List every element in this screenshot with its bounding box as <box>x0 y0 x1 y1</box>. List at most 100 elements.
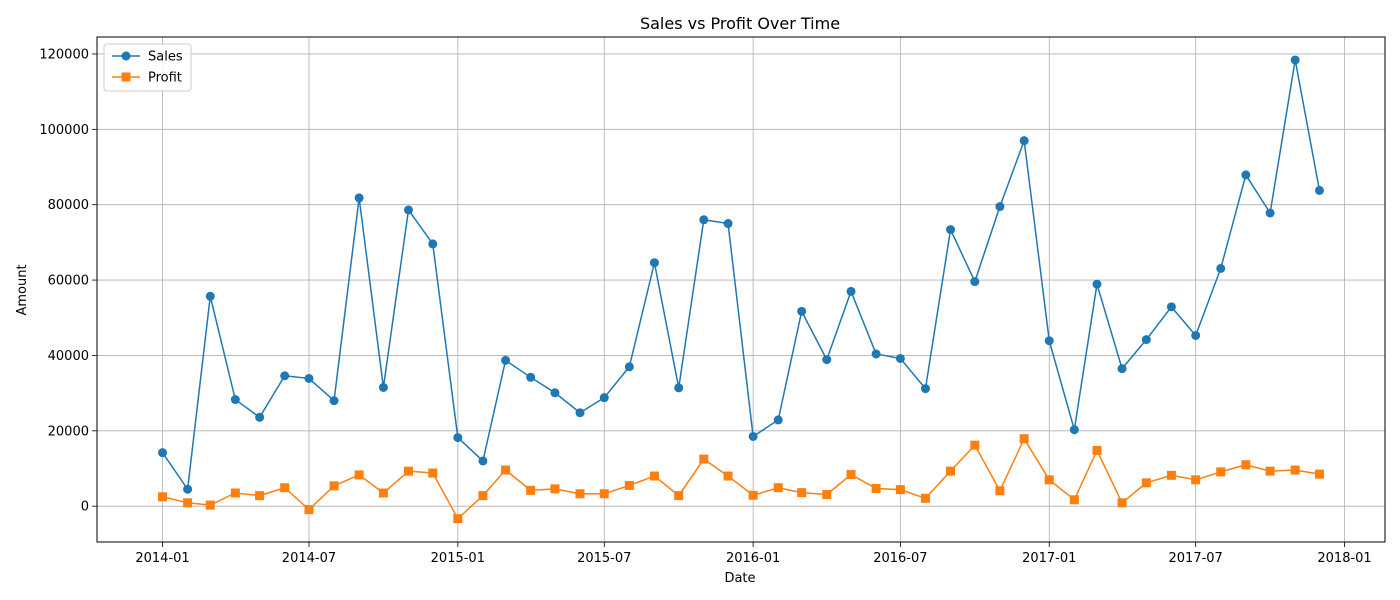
data-point-sales <box>1265 208 1275 218</box>
data-point-profit <box>1265 466 1275 476</box>
data-point-profit <box>1216 467 1226 477</box>
x-tick-label: 2016-07 <box>873 551 927 566</box>
data-point-profit <box>501 465 511 475</box>
y-tick-label: 120000 <box>39 47 89 62</box>
data-point-sales <box>1191 330 1201 340</box>
data-point-profit <box>995 486 1005 496</box>
data-point-sales <box>1019 136 1029 146</box>
data-point-sales <box>1241 170 1251 180</box>
y-axis-label: Amount <box>15 264 30 315</box>
x-tick-label: 2016-01 <box>726 551 780 566</box>
data-point-sales <box>453 433 463 443</box>
data-point-profit <box>1117 498 1127 508</box>
x-tick-label: 2014-01 <box>135 551 189 566</box>
data-point-profit <box>304 505 314 515</box>
legend-label: Profit <box>148 71 182 86</box>
data-point-profit <box>624 480 634 490</box>
data-point-sales <box>748 431 758 441</box>
x-axis-label: Date <box>724 571 755 586</box>
x-tick-label: 2017-07 <box>1169 551 1223 566</box>
data-point-sales <box>895 353 905 363</box>
data-point-profit <box>970 440 980 450</box>
data-point-sales <box>797 306 807 316</box>
data-point-sales <box>501 355 511 365</box>
data-point-profit <box>822 490 832 500</box>
data-point-profit <box>158 492 168 502</box>
data-point-sales <box>255 412 265 422</box>
data-point-profit <box>1044 475 1054 485</box>
data-point-profit <box>1290 465 1300 475</box>
data-point-sales <box>599 393 609 403</box>
legend-marker <box>121 51 131 61</box>
legend: Sales Profit <box>103 43 192 92</box>
data-point-profit <box>230 488 240 498</box>
data-point-profit <box>1314 469 1324 479</box>
data-point-sales <box>205 291 215 301</box>
data-point-profit <box>1019 434 1029 444</box>
data-point-sales <box>674 383 684 393</box>
plot-frame <box>96 36 1386 543</box>
data-point-sales <box>428 239 438 249</box>
data-point-profit <box>920 493 930 503</box>
data-point-sales <box>158 448 168 458</box>
series-line-sales <box>161 59 1321 490</box>
data-point-profit <box>550 484 560 494</box>
data-point-sales <box>354 193 364 203</box>
data-point-sales <box>1044 336 1054 346</box>
x-tick-label: 2015-07 <box>577 551 631 566</box>
grid <box>97 37 1385 542</box>
data-point-sales <box>723 219 733 229</box>
data-point-profit <box>723 471 733 481</box>
data-point-profit <box>1241 460 1251 470</box>
data-point-profit <box>403 466 413 476</box>
data-point-sales <box>526 372 536 382</box>
y-tick-label: 100000 <box>39 123 89 138</box>
y-axis: 0 20000 40000 60000 80000 100000 120000 <box>39 47 97 515</box>
data-point-profit <box>478 491 488 501</box>
data-point-sales <box>846 286 856 296</box>
x-tick-label: 2017-01 <box>1022 551 1076 566</box>
chart-title: Sales vs Profit Over Time <box>640 14 840 33</box>
data-point-profit <box>895 485 905 495</box>
x-tick-label: 2018-01 <box>1317 551 1371 566</box>
data-point-sales <box>183 484 193 494</box>
data-point-sales <box>575 408 585 418</box>
data-point-sales <box>329 396 339 406</box>
data-point-sales <box>995 202 1005 212</box>
legend-item-profit: Profit <box>112 71 182 86</box>
data-point-profit <box>1069 495 1079 505</box>
data-point-sales <box>1290 55 1300 65</box>
data-point-sales <box>478 456 488 466</box>
data-point-sales <box>280 371 290 381</box>
data-point-profit <box>871 483 881 493</box>
data-point-sales <box>1117 364 1127 374</box>
data-point-profit <box>1191 475 1201 485</box>
data-point-profit <box>748 490 758 500</box>
y-tick-label: 20000 <box>48 424 89 439</box>
data-point-profit <box>453 514 463 524</box>
data-point-sales <box>550 388 560 398</box>
series-profit <box>158 434 1324 524</box>
series-sales <box>158 55 1324 494</box>
data-point-sales <box>946 225 956 235</box>
data-point-sales <box>230 395 240 405</box>
data-point-profit <box>699 454 709 464</box>
x-axis: 2014-01 2014-07 2015-01 2015-07 2016-01 2016-… <box>135 542 1372 566</box>
y-tick-label: 40000 <box>48 349 89 364</box>
y-tick-label: 60000 <box>48 274 89 289</box>
data-point-sales <box>699 215 709 225</box>
data-point-sales <box>920 384 930 394</box>
data-point-sales <box>822 355 832 365</box>
data-point-sales <box>649 258 659 268</box>
data-point-profit <box>599 489 609 499</box>
x-tick-label: 2015-01 <box>431 551 485 566</box>
data-point-sales <box>624 362 634 372</box>
data-point-sales <box>1141 335 1151 345</box>
y-tick-label: 80000 <box>48 198 89 213</box>
data-point-profit <box>329 481 339 491</box>
data-point-profit <box>205 500 215 510</box>
legend-label: Sales <box>148 50 183 65</box>
legend-item-sales: Sales <box>112 50 183 65</box>
data-point-profit <box>526 485 536 495</box>
